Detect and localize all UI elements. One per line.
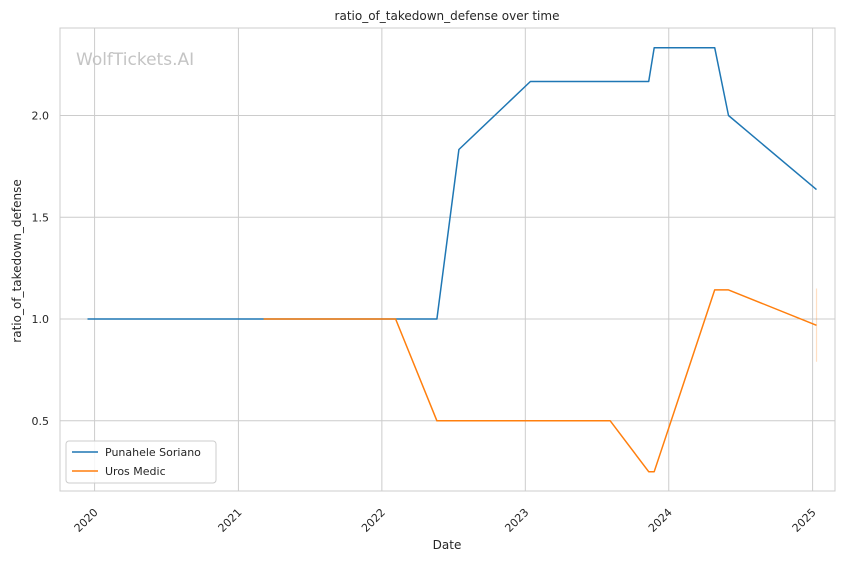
legend-label-punahele-soriano: Punahele Soriano	[105, 446, 201, 459]
y-tick-labels: 0.5 1.0 1.5 2.0	[32, 110, 50, 428]
legend: Punahele Soriano Uros Medic	[65, 440, 217, 484]
legend-box	[65, 440, 217, 484]
y-tick-label: 1.0	[32, 313, 50, 326]
series-layer	[87, 46, 817, 473]
plot-area-frame	[59, 27, 836, 492]
y-tick-label: 0.5	[32, 415, 50, 428]
y-tick-label: 1.5	[32, 211, 50, 224]
series-line-punahele-soriano	[87, 46, 817, 320]
series-line-uros-medic	[263, 289, 817, 473]
y-axis-title: ratio_of_takedown_defense	[10, 179, 24, 342]
x-axis-title: Date	[433, 538, 462, 552]
y-tick-label: 2.0	[32, 110, 50, 123]
watermark: WolfTickets.AI	[76, 50, 194, 70]
chart-title: ratio_of_takedown_defense over time	[335, 9, 560, 23]
legend-label-uros-medic: Uros Medic	[105, 465, 166, 478]
